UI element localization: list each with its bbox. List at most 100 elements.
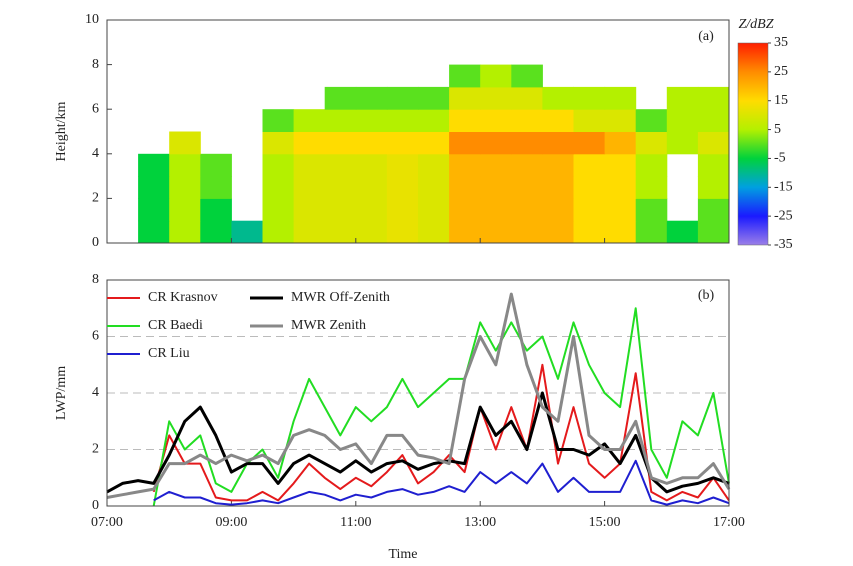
heatmap-cell — [666, 131, 699, 155]
heatmap-cell — [386, 176, 419, 199]
heatmap-cell — [480, 198, 512, 222]
heatmap-cell — [449, 109, 481, 132]
heatmap-cell — [511, 153, 543, 177]
heatmap-cell — [355, 176, 388, 199]
heatmap-cell — [635, 153, 668, 177]
x-tick-label: 09:00 — [215, 515, 247, 530]
colorbar-label: Z/dBZ — [738, 17, 773, 32]
heatmap-cell — [573, 176, 606, 199]
y-tick-label: 6 — [92, 101, 99, 116]
heatmap-cell — [480, 109, 512, 132]
heatmap-cell — [480, 153, 512, 177]
heatmap-cell — [169, 176, 201, 199]
legend-label: MWR Zenith — [291, 318, 366, 333]
plot-frame — [106, 279, 730, 507]
heatmap-cell — [386, 131, 419, 155]
legend-label: CR Baedi — [148, 318, 203, 333]
heatmap-cell — [697, 198, 730, 222]
heatmap-cell — [480, 64, 512, 88]
heatmap-cell — [293, 153, 326, 177]
heatmap-cell — [449, 64, 481, 88]
colorbar-tick-label: 15 — [774, 93, 788, 108]
x-tick-label: 13:00 — [464, 515, 496, 530]
plot-frame — [106, 19, 730, 244]
colorbar-tick-label: -35 — [774, 237, 793, 252]
heatmap-cell — [200, 153, 232, 177]
panel-label: (a) — [698, 29, 714, 44]
heatmap-cell — [418, 153, 450, 177]
heatmap-cell — [480, 176, 512, 199]
heatmap-cell — [604, 220, 637, 244]
heatmap-cell — [573, 131, 606, 155]
legend-label: MWR Off-Zenith — [291, 290, 390, 305]
colorbar-tick-label: -5 — [774, 151, 786, 166]
y-tick-label: 2 — [92, 191, 99, 206]
heatmap-cell — [324, 86, 357, 110]
heatmap-cell — [697, 86, 730, 110]
heatmap-cell — [635, 220, 668, 244]
heatmap-cell — [355, 109, 388, 132]
heatmap-cell — [542, 131, 574, 155]
heatmap-cell — [511, 198, 543, 222]
heatmap-cell — [635, 131, 668, 155]
heatmap-cell — [138, 220, 170, 244]
heatmap-cell — [262, 153, 295, 177]
heatmap-cell — [169, 220, 201, 244]
heatmap-cell — [169, 131, 201, 155]
heatmap-cell — [324, 198, 357, 222]
heatmap-cell — [511, 220, 543, 244]
heatmap-cell — [573, 109, 606, 132]
heatmap-cell — [169, 153, 201, 177]
heatmap-cell — [293, 131, 326, 155]
heatmap-cell — [604, 198, 637, 222]
heatmap-cell — [355, 131, 388, 155]
colorbar — [737, 42, 769, 246]
heatmap-cell — [480, 220, 512, 244]
heatmap-cell — [418, 109, 450, 132]
heatmap-cell — [666, 109, 699, 132]
heatmap-cell — [324, 176, 357, 199]
heatmap-cell — [511, 109, 543, 132]
heatmap-cell — [355, 86, 388, 110]
heatmap-cell — [449, 153, 481, 177]
heatmap-cell — [418, 220, 450, 244]
heatmap-cell — [697, 176, 730, 199]
y-tick-label: 2 — [92, 442, 99, 457]
heatmap-cell — [542, 176, 574, 199]
heatmap-cell — [573, 198, 606, 222]
y-axis-label: LWP/mm — [54, 366, 69, 420]
heatmap-cell — [511, 64, 543, 88]
heatmap-cell — [355, 153, 388, 177]
heatmap-cell — [635, 198, 668, 222]
heatmap-cell — [293, 109, 326, 132]
heatmap-cell — [604, 176, 637, 199]
heatmap-cell — [418, 86, 450, 110]
heatmap-cell — [542, 109, 574, 132]
heatmap-cell — [169, 198, 201, 222]
x-tick-label: 17:00 — [713, 515, 745, 530]
heatmap-cell — [511, 176, 543, 199]
colorbar-tick-label: -15 — [774, 180, 793, 195]
heatmap-cell — [449, 220, 481, 244]
heatmap-cell — [262, 176, 295, 199]
heatmap-cell — [386, 153, 419, 177]
heatmap-cell — [542, 86, 574, 110]
heatmap-cell — [666, 220, 699, 244]
heatmap-cell — [449, 198, 481, 222]
y-tick-label: 4 — [92, 146, 99, 161]
heatmap-cell — [511, 86, 543, 110]
heatmap-cell — [293, 220, 326, 244]
heatmap-cell — [573, 220, 606, 244]
heatmap-cell — [604, 153, 637, 177]
heatmap-cell — [418, 131, 450, 155]
heatmap-cell — [573, 153, 606, 177]
heatmap-cell — [418, 198, 450, 222]
heatmap-cell — [511, 131, 543, 155]
heatmap-cell — [355, 198, 388, 222]
heatmap-cell — [262, 109, 295, 132]
y-axis-label: Height/km — [54, 101, 69, 161]
heatmap-cell — [324, 153, 357, 177]
heatmap-cell — [138, 198, 170, 222]
heatmap-cell — [200, 198, 232, 222]
heatmap-cell — [324, 131, 357, 155]
